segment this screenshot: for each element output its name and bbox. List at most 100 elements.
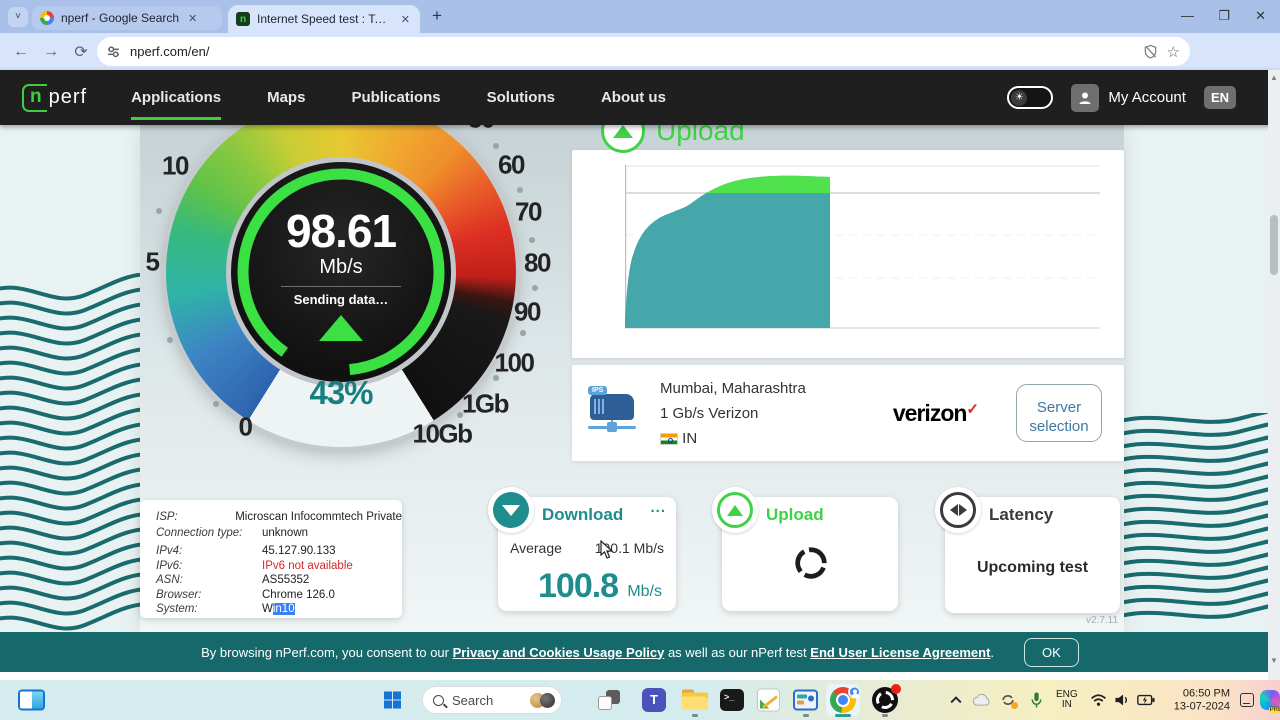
nav-publications[interactable]: Publications bbox=[351, 89, 441, 106]
upload-spinner-icon bbox=[795, 547, 827, 579]
bookmark-star-icon[interactable]: ☆ bbox=[1166, 43, 1180, 61]
search-highlight-image bbox=[540, 692, 555, 708]
tab-search-chevron-icon[interactable]: ˅ bbox=[8, 7, 28, 27]
tick-dot bbox=[457, 412, 463, 418]
isp-info-card: ISP: Microscan Infocommtech Private Conne… bbox=[140, 500, 402, 618]
my-account[interactable]: My Account bbox=[1071, 83, 1186, 112]
task-view-icon[interactable] bbox=[598, 690, 620, 710]
tick-dot bbox=[529, 237, 535, 243]
terminal-icon[interactable]: >_ bbox=[720, 689, 744, 711]
clock[interactable]: 06:50 PM 13-07-2024 bbox=[1173, 687, 1230, 713]
tab-close-icon[interactable]: ✕ bbox=[400, 13, 410, 26]
browser-toolbar: ← → ⟳ nperf.com/en/ ☆ ⋮ bbox=[0, 33, 1280, 97]
india-flag-icon bbox=[660, 432, 678, 445]
isp-value-system: Win10 bbox=[262, 603, 295, 615]
selected-text: in10 bbox=[272, 603, 295, 615]
gauge-scale-70: 70 bbox=[515, 196, 542, 227]
nav-maps[interactable]: Maps bbox=[267, 89, 306, 106]
nav-about[interactable]: About us bbox=[600, 89, 666, 106]
tick-dot bbox=[493, 143, 499, 149]
isp-value: unknown bbox=[262, 526, 309, 539]
teams-icon[interactable]: T bbox=[642, 688, 666, 712]
address-bar[interactable]: nperf.com/en/ ☆ bbox=[97, 37, 1190, 66]
microphone-icon[interactable] bbox=[1031, 692, 1042, 708]
vpn-off-icon[interactable] bbox=[1143, 44, 1158, 59]
server-info-panel: IPS Mumbai, Maharashtra 1 Gb/s Verizon I… bbox=[572, 365, 1124, 461]
scrollbar-thumb[interactable] bbox=[1270, 215, 1278, 275]
gauge-percent: 43% bbox=[309, 374, 373, 411]
widgets-icon[interactable] bbox=[18, 689, 45, 711]
notification-center-icon[interactable] bbox=[1240, 693, 1254, 707]
gauge-scale-100: 100 bbox=[494, 347, 535, 378]
download-icon bbox=[488, 487, 534, 533]
minimize-button[interactable]: — bbox=[1181, 8, 1194, 23]
reload-icon[interactable]: ⟳ bbox=[74, 43, 88, 61]
isp-label: IPv6: bbox=[156, 559, 183, 572]
display-app-icon[interactable] bbox=[793, 689, 818, 711]
isp-value: Chrome 126.0 bbox=[262, 588, 335, 601]
gauge-scale-50: 50 bbox=[468, 125, 495, 135]
search-icon bbox=[433, 694, 444, 706]
cookie-ok-button[interactable]: OK bbox=[1024, 637, 1079, 667]
url-text: nperf.com/en/ bbox=[130, 44, 210, 59]
scroll-down-icon[interactable]: ▼ bbox=[1270, 656, 1278, 665]
tick-dot bbox=[517, 187, 523, 193]
sync-icon[interactable] bbox=[1000, 692, 1018, 709]
gauge-scale-80: 80 bbox=[524, 247, 551, 278]
speaker-icon[interactable] bbox=[1115, 694, 1129, 707]
nperf-logo[interactable]: n perf bbox=[22, 83, 87, 112]
onedrive-cloud-icon[interactable] bbox=[972, 693, 990, 707]
tick-dot bbox=[167, 337, 173, 343]
language-indicator[interactable]: ENG IN bbox=[1056, 689, 1078, 710]
nav-solutions[interactable]: Solutions bbox=[486, 89, 555, 106]
restore-button[interactable]: ❐ bbox=[1218, 8, 1230, 23]
upload-icon bbox=[712, 487, 758, 533]
gauge-scale-60: 60 bbox=[498, 149, 525, 180]
windows-taskbar: Search T >_ bbox=[0, 680, 1280, 720]
isp-label: System: bbox=[156, 603, 198, 615]
sun-icon: ☀ bbox=[1011, 89, 1028, 106]
privacy-policy-link[interactable]: Privacy and Cookies Usage Policy bbox=[452, 644, 665, 660]
search-placeholder: Search bbox=[452, 692, 494, 708]
obs-icon[interactable] bbox=[872, 684, 901, 713]
isp-value: Microscan Infocommtech Private bbox=[235, 511, 402, 523]
cookie-consent-bar: By browsing nPerf.com, you consent to ou… bbox=[0, 632, 1280, 672]
wifi-icon[interactable] bbox=[1090, 694, 1107, 707]
chrome-icon[interactable] bbox=[830, 687, 856, 713]
verizon-logo: verizon✓ bbox=[892, 399, 979, 426]
browser-tab-nperf[interactable]: n Internet Speed test : Test your b ✕ bbox=[228, 5, 420, 33]
tab-close-icon[interactable]: ✕ bbox=[188, 12, 198, 25]
back-icon[interactable]: ← bbox=[13, 42, 29, 60]
tick-dot bbox=[532, 285, 538, 291]
file-explorer-icon[interactable] bbox=[682, 689, 708, 711]
image-editor-icon[interactable] bbox=[757, 688, 780, 712]
server-city: Mumbai, Maharashtra bbox=[660, 379, 806, 397]
search-box[interactable]: Search bbox=[422, 686, 562, 714]
site-settings-icon[interactable] bbox=[107, 45, 120, 58]
tick-dot bbox=[520, 330, 526, 336]
isp-label: Connection type: bbox=[156, 526, 243, 539]
gauge-unit: Mb/s bbox=[319, 255, 363, 278]
language-selector[interactable]: EN bbox=[1203, 86, 1236, 109]
browser-tab-google[interactable]: nperf - Google Search ✕ bbox=[32, 6, 222, 30]
battery-icon[interactable] bbox=[1137, 694, 1155, 706]
active-app-indicator bbox=[835, 714, 851, 717]
start-button[interactable] bbox=[384, 691, 401, 709]
download-menu-icon[interactable]: ... bbox=[650, 499, 666, 516]
server-selection-button[interactable]: Server selection bbox=[1016, 384, 1102, 442]
copilot-icon[interactable]: PRE bbox=[1260, 690, 1280, 713]
latency-result-card: Latency Upcoming test bbox=[935, 487, 1120, 613]
google-favicon bbox=[40, 11, 54, 25]
mouse-cursor bbox=[600, 540, 614, 559]
scroll-up-icon[interactable]: ▲ bbox=[1270, 73, 1278, 82]
nav-applications[interactable]: Applications bbox=[131, 89, 222, 120]
forward-icon[interactable]: → bbox=[43, 42, 59, 60]
eula-link[interactable]: End User License Agreement bbox=[810, 644, 991, 660]
dark-mode-toggle[interactable]: ☀ bbox=[1007, 86, 1054, 109]
new-tab-button[interactable]: + bbox=[432, 6, 442, 25]
page-scrollbar[interactable]: ▲ ▼ bbox=[1268, 70, 1280, 680]
tray-chevron-icon[interactable] bbox=[950, 696, 962, 704]
server-country: IN bbox=[682, 429, 698, 447]
my-account-label: My Account bbox=[1108, 89, 1186, 106]
close-button[interactable]: ✕ bbox=[1255, 8, 1266, 23]
